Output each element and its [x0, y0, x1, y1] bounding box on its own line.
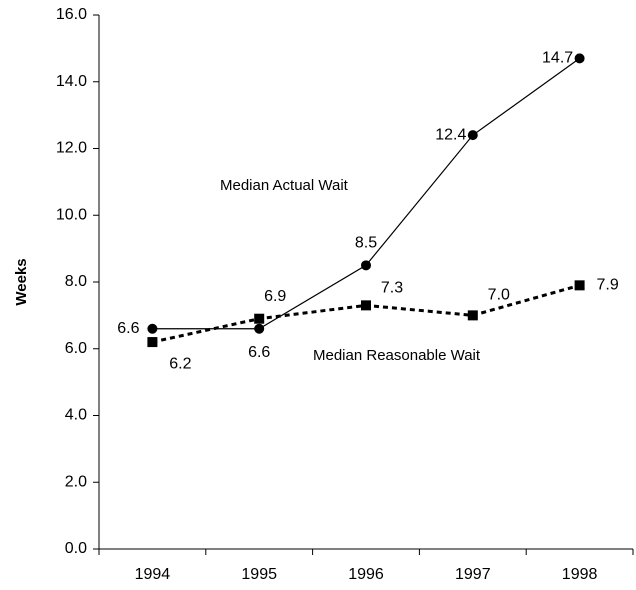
y-tick-label: 2.0 — [65, 473, 87, 490]
point — [467, 310, 478, 321]
x-tick-label: 1995 — [241, 566, 277, 583]
x-tick-label: 1996 — [348, 566, 384, 583]
series-line — [152, 57, 580, 330]
x-tick-label: 1994 — [135, 566, 171, 583]
point — [361, 260, 371, 271]
x-tick-label: 1998 — [562, 566, 598, 583]
data-label: 14.7 — [542, 50, 573, 67]
data-label: 8.5 — [355, 235, 377, 252]
data-label: 6.9 — [264, 288, 286, 305]
data-label: 7.9 — [596, 277, 618, 294]
point — [467, 130, 478, 141]
point — [147, 337, 158, 348]
y-tick-label: 16.0 — [56, 6, 87, 23]
point — [147, 323, 158, 334]
y-tick-label: 4.0 — [65, 407, 87, 424]
point — [361, 300, 371, 311]
y-axis-label: Weeks — [13, 258, 30, 305]
point — [254, 323, 265, 334]
y-tick-label: 14.0 — [56, 73, 87, 90]
data-label: 6.6 — [117, 320, 139, 337]
y-tick-label: 12.0 — [56, 140, 87, 157]
x-tick-label: 1997 — [455, 566, 491, 583]
data-label: 6.6 — [248, 344, 270, 361]
data-label: 7.0 — [488, 287, 510, 304]
data-label: 6.2 — [169, 355, 191, 372]
y-tick-label: 0.0 — [65, 540, 87, 557]
point — [574, 280, 585, 291]
point — [254, 313, 265, 324]
y-tick-label: 6.0 — [65, 340, 87, 357]
series-label: Median Reasonable Wait — [313, 347, 481, 364]
point — [574, 53, 585, 64]
y-tick-label: 8.0 — [65, 273, 87, 290]
data-label: 12.4 — [435, 126, 466, 143]
y-tick-label: 10.0 — [56, 206, 87, 223]
data-label: 7.3 — [381, 280, 403, 297]
series-line — [152, 283, 581, 344]
series-label: Median Actual Wait — [220, 177, 349, 194]
